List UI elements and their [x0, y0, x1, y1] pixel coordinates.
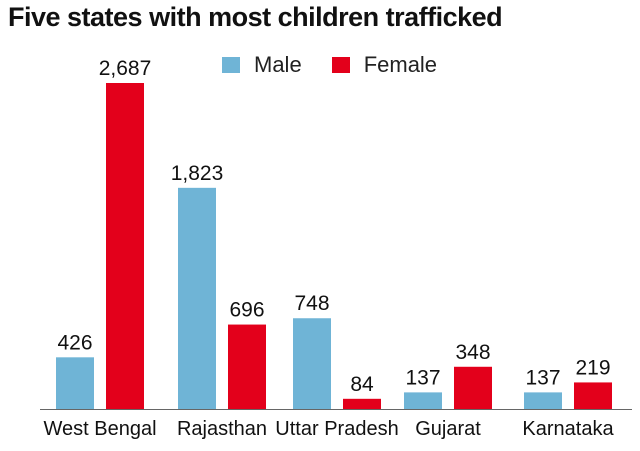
bar-male-uttar-pradesh: [293, 318, 331, 409]
legend-swatch-female: [331, 57, 350, 73]
data-label-male-rajasthan: 1,823: [171, 162, 224, 185]
legend-swatch-male: [222, 57, 240, 73]
legend-label-male: Male: [254, 52, 302, 77]
data-label-male-karnataka: 137: [525, 366, 560, 389]
data-label-female-gujarat: 348: [455, 341, 490, 364]
bar-female-rajasthan: [228, 324, 266, 409]
data-label-male-uttar-pradesh: 748: [294, 292, 329, 315]
x-tick-label-karnataka: Karnataka: [522, 418, 614, 440]
data-label-female-uttar-pradesh: 84: [350, 373, 374, 396]
x-tick-label-gujarat: Gujarat: [415, 418, 481, 440]
x-tick-label-rajasthan: Rajasthan: [177, 418, 267, 440]
legend-label-female: Female: [363, 52, 438, 77]
chart-title: Five states with most children trafficke…: [8, 2, 503, 32]
data-label-male-gujarat: 137: [405, 366, 440, 389]
legend: Male Female: [222, 52, 467, 78]
x-tick-label-uttar-pradesh: Uttar Pradesh: [275, 418, 398, 440]
data-label-female-rajasthan: 696: [229, 299, 264, 322]
bar-female-karnataka: [574, 382, 612, 409]
legend-item-male: Male: [222, 52, 302, 78]
bar-male-west-bengal: [56, 357, 94, 409]
data-label-male-west-bengal: 426: [57, 331, 92, 354]
data-label-female-karnataka: 219: [575, 356, 610, 379]
x-tick-label-west-bengal: West Bengal: [43, 418, 156, 440]
bar-male-rajasthan: [178, 187, 216, 409]
bar-male-gujarat: [404, 392, 442, 409]
bar-female-west-bengal: [106, 83, 144, 409]
bar-female-gujarat: [454, 366, 492, 409]
bar-male-karnataka: [524, 392, 562, 409]
bar-female-uttar-pradesh: [343, 398, 381, 409]
data-label-female-west-bengal: 2,687: [99, 57, 152, 80]
legend-item-female: Female: [331, 52, 438, 78]
